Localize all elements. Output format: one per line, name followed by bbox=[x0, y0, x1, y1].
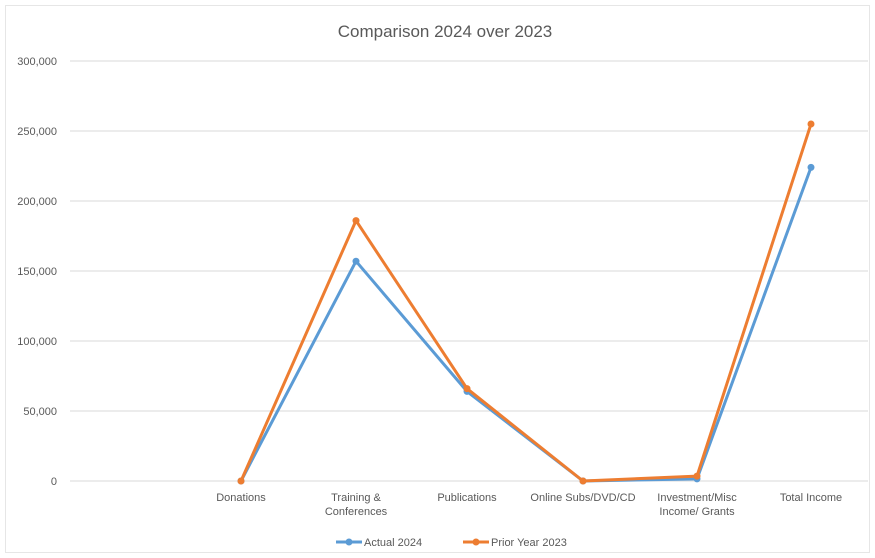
y-tick-label: 100,000 bbox=[17, 336, 57, 348]
x-tick-label: Training & Conferences bbox=[325, 492, 388, 518]
legend-label: Actual 2024 bbox=[364, 537, 422, 549]
y-tick-label: 250,000 bbox=[17, 126, 57, 138]
chart-title: Comparison 2024 over 2023 bbox=[338, 22, 553, 41]
grid-lines bbox=[70, 60, 868, 482]
x-axis-ticks: Donations Training & Conferences Publicatio… bbox=[216, 492, 842, 518]
series-line-prior-year-2023 bbox=[239, 122, 813, 483]
x-tick-label: Online Subs/DVD/CD bbox=[530, 492, 635, 504]
y-tick-label: 0 bbox=[51, 476, 57, 488]
legend-swatch-marker bbox=[472, 538, 480, 546]
data-point bbox=[579, 477, 587, 485]
y-axis-ticks: 0 50,000 100,000 150,000 200,000 250,000 300,0… bbox=[17, 56, 57, 488]
data-point bbox=[352, 217, 360, 225]
legend-swatch-marker bbox=[345, 538, 353, 546]
chart-frame bbox=[5, 5, 870, 553]
x-tick-label: Donations bbox=[216, 492, 266, 504]
x-tick-label: Publications bbox=[437, 492, 497, 504]
y-tick-label: 200,000 bbox=[17, 196, 57, 208]
data-point bbox=[237, 477, 245, 485]
data-point bbox=[463, 385, 471, 393]
y-tick-label: 50,000 bbox=[23, 406, 57, 418]
legend: Actual 2024 Prior Year 2023 bbox=[336, 537, 567, 549]
legend-label: Prior Year 2023 bbox=[491, 537, 567, 549]
x-tick-label: Investment/Misc Income/ Grants bbox=[657, 492, 737, 518]
data-point bbox=[807, 120, 815, 128]
series-lines bbox=[237, 120, 815, 485]
x-tick-label: Total Income bbox=[780, 492, 842, 504]
y-tick-label: 150,000 bbox=[17, 266, 57, 278]
data-point bbox=[693, 472, 701, 480]
legend-item: Actual 2024 bbox=[336, 537, 422, 549]
data-point bbox=[352, 257, 360, 265]
data-point bbox=[807, 163, 815, 171]
legend-item: Prior Year 2023 bbox=[463, 537, 567, 549]
y-tick-label: 300,000 bbox=[17, 56, 57, 68]
